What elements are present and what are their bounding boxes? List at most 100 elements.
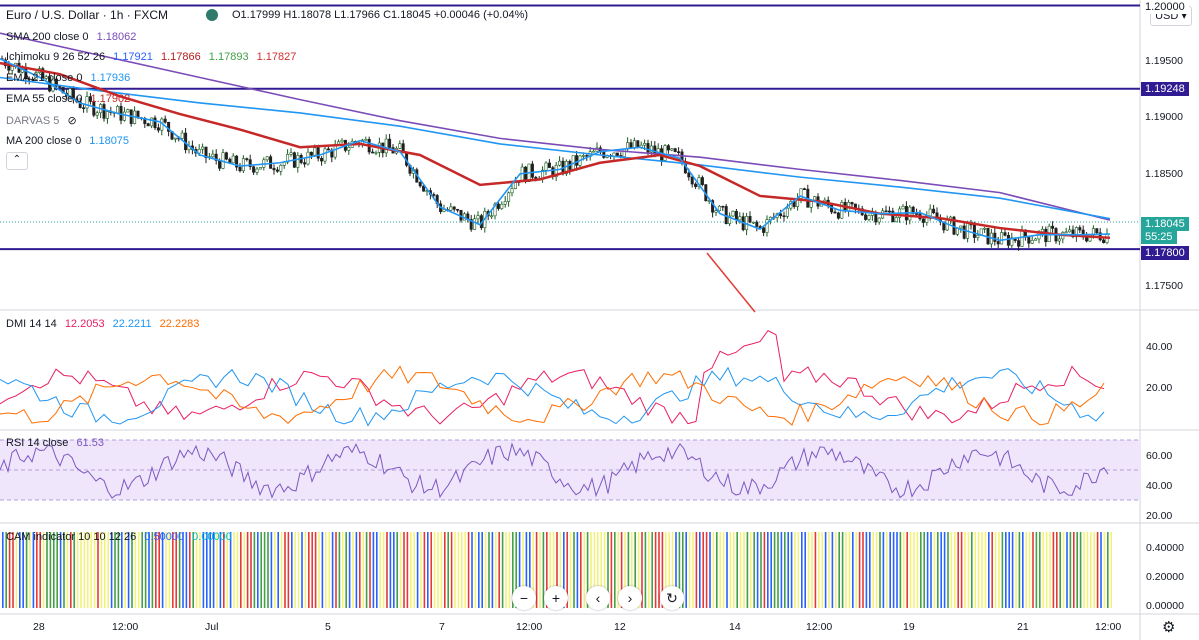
- legend-sma200[interactable]: SMA 200 close 0 1.18062: [6, 31, 141, 43]
- cam-bar: [937, 532, 939, 608]
- cam-bar: [960, 532, 963, 608]
- candle-body: [167, 121, 171, 132]
- candle-body: [384, 138, 388, 154]
- cam-bar: [427, 532, 429, 608]
- price-tag-resistance: 1.19248: [1141, 82, 1189, 96]
- cam-bar: [236, 532, 239, 608]
- cam-bar: [59, 532, 62, 608]
- cam-bar: [556, 532, 558, 608]
- candle-body: [163, 118, 167, 123]
- cam-bar: [1073, 532, 1075, 608]
- cam-bar: [852, 532, 854, 608]
- dmi-axis-label: 40.00: [1146, 341, 1173, 353]
- price-tag-last: 1.18045: [1141, 217, 1189, 231]
- cam-bar: [440, 532, 443, 608]
- cam-bar: [352, 532, 354, 608]
- cam-bar: [886, 532, 888, 608]
- cam-bar: [685, 532, 687, 608]
- zoom-out-button[interactable]: −: [512, 586, 536, 610]
- cam-bar: [223, 532, 225, 608]
- legend-ma200-name: MA 200 close 0: [6, 135, 82, 147]
- cam-bar: [134, 532, 137, 608]
- cam-bar: [158, 532, 160, 608]
- candle-body: [592, 150, 596, 153]
- cam-bar: [114, 532, 116, 608]
- cam-bar: [321, 532, 324, 608]
- cam-bar: [76, 532, 79, 608]
- candle-body: [1017, 240, 1021, 247]
- symbol-title[interactable]: Euro / U.S. Dollar · 1h · FXCM: [6, 8, 169, 22]
- candle-body: [690, 176, 694, 185]
- cam-bar: [763, 532, 766, 608]
- legend-rsi-name: RSI 14 close: [6, 437, 69, 449]
- cam-bar: [811, 532, 813, 608]
- scroll-left-button[interactable]: ‹: [586, 586, 610, 610]
- cam-bar: [277, 532, 279, 608]
- candle-body: [7, 65, 11, 71]
- price-tag-countdown: 55:25: [1141, 230, 1177, 244]
- legend-dmi[interactable]: DMI 14 14 12.2053 22.2211 22.2283: [6, 318, 204, 330]
- cam-bar: [450, 532, 453, 608]
- legend-rsi[interactable]: RSI 14 close 61.53: [6, 437, 109, 449]
- cam-bar: [930, 532, 932, 608]
- cam-bar: [410, 532, 412, 608]
- candle-body: [959, 225, 963, 229]
- legend-cam[interactable]: CAM indicator 10 10 12 26 0.50000 0.0000…: [6, 531, 237, 543]
- candle-body: [490, 215, 494, 218]
- cam-bar: [892, 532, 895, 608]
- candle-body: [54, 78, 58, 87]
- candle-body: [751, 221, 755, 224]
- cam-bar: [831, 532, 834, 608]
- candle-body: [153, 117, 157, 129]
- cam-bar: [974, 532, 976, 608]
- cam-bar: [600, 532, 602, 608]
- cam-bar: [155, 532, 157, 608]
- legend-ichimoku[interactable]: Ichimoku 9 26 52 26 1.17921 1.17866 1.17…: [6, 51, 301, 63]
- scroll-right-button[interactable]: ›: [618, 586, 642, 610]
- cam-bar: [93, 532, 96, 608]
- legend-ema55-value: 1.17902: [90, 93, 131, 105]
- candle-body: [575, 155, 579, 166]
- legend-darvas[interactable]: DARVAS 5 ⊘: [6, 114, 82, 127]
- candle-body: [1071, 229, 1075, 238]
- cam-bar: [780, 532, 783, 608]
- cam-bar: [753, 532, 755, 608]
- candle-body: [1000, 232, 1004, 245]
- legend-ema55[interactable]: EMA 55 close 0 1.17902: [6, 93, 135, 105]
- reset-chart-button[interactable]: ↻: [660, 586, 684, 610]
- cam-bar: [362, 532, 364, 608]
- settings-gear-icon[interactable]: ⚙: [1162, 619, 1176, 636]
- cam-bar: [648, 532, 650, 608]
- cam-bar: [335, 532, 337, 608]
- cam-bar: [770, 532, 772, 608]
- cam-bar: [1096, 532, 1099, 608]
- cam-bar: [637, 532, 640, 608]
- cam-bar: [376, 532, 378, 608]
- cam-bar: [1035, 532, 1038, 608]
- cam-bar: [498, 532, 500, 608]
- collapse-legend-icon[interactable]: ⌃: [6, 152, 28, 170]
- candle-body: [748, 216, 752, 223]
- cam-bar: [100, 532, 103, 608]
- cam-bar: [501, 532, 504, 608]
- cam-bar: [488, 532, 490, 608]
- legend-ema21[interactable]: EMA 21 close 0 1.17936: [6, 72, 135, 84]
- candle-body: [469, 219, 473, 230]
- legend-ma200[interactable]: MA 200 close 0 1.18075: [6, 135, 134, 147]
- cam-bar: [525, 532, 528, 608]
- cam-bar: [1005, 532, 1007, 608]
- candle-body: [643, 143, 647, 146]
- cam-bar: [920, 532, 922, 608]
- cam-bar: [1008, 532, 1010, 608]
- candle-body: [289, 152, 293, 155]
- candle-body: [418, 181, 422, 187]
- time-axis-label: 7: [439, 621, 445, 633]
- candle-body: [734, 210, 738, 221]
- candle-body: [721, 205, 725, 208]
- zoom-in-button[interactable]: +: [544, 586, 568, 610]
- cam-bar: [950, 532, 953, 608]
- candle-body: [585, 155, 589, 157]
- ma-line: [0, 57, 1111, 242]
- eye-off-icon[interactable]: ⊘: [67, 115, 77, 127]
